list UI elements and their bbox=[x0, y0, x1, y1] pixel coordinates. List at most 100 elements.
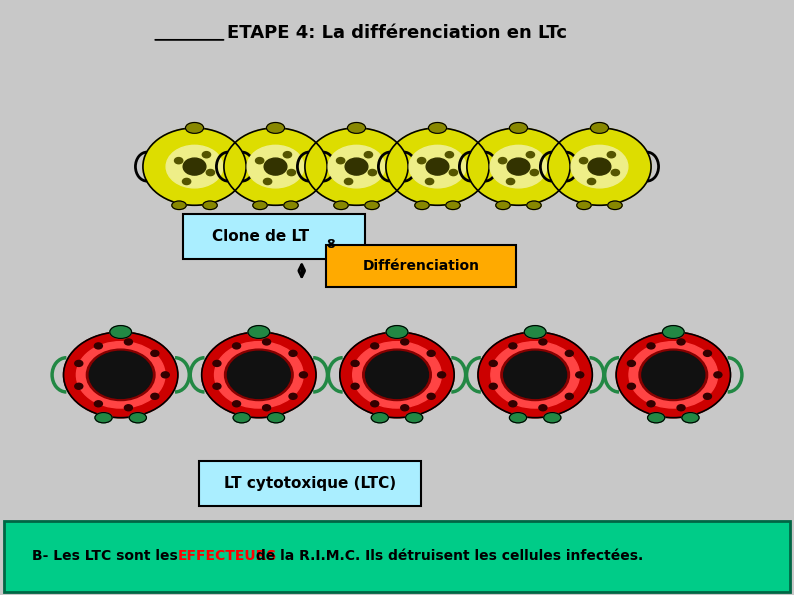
Circle shape bbox=[576, 372, 584, 378]
Ellipse shape bbox=[110, 325, 132, 339]
Circle shape bbox=[371, 343, 379, 349]
Ellipse shape bbox=[591, 123, 608, 133]
Text: EFFECTEURS: EFFECTEURS bbox=[178, 549, 277, 563]
Circle shape bbox=[183, 178, 191, 184]
Circle shape bbox=[648, 356, 699, 394]
Circle shape bbox=[345, 178, 353, 184]
Ellipse shape bbox=[166, 145, 223, 188]
Ellipse shape bbox=[225, 349, 293, 400]
Circle shape bbox=[151, 393, 159, 399]
Circle shape bbox=[426, 158, 449, 175]
FancyBboxPatch shape bbox=[198, 461, 421, 506]
Circle shape bbox=[95, 356, 146, 394]
Circle shape bbox=[510, 356, 561, 394]
Ellipse shape bbox=[64, 332, 178, 418]
Circle shape bbox=[263, 339, 271, 345]
Circle shape bbox=[233, 343, 241, 349]
Ellipse shape bbox=[267, 123, 284, 133]
Circle shape bbox=[213, 361, 221, 367]
Circle shape bbox=[507, 158, 530, 175]
Ellipse shape bbox=[214, 342, 303, 408]
Circle shape bbox=[175, 158, 183, 164]
Ellipse shape bbox=[202, 201, 218, 209]
Ellipse shape bbox=[406, 412, 422, 423]
Circle shape bbox=[507, 178, 515, 184]
Ellipse shape bbox=[340, 332, 454, 418]
Circle shape bbox=[627, 361, 635, 367]
Circle shape bbox=[94, 343, 102, 349]
Ellipse shape bbox=[524, 325, 546, 339]
Circle shape bbox=[125, 405, 133, 411]
Ellipse shape bbox=[224, 128, 327, 205]
Ellipse shape bbox=[283, 201, 299, 209]
Ellipse shape bbox=[478, 332, 592, 418]
Circle shape bbox=[449, 170, 457, 176]
Circle shape bbox=[183, 158, 206, 175]
Circle shape bbox=[499, 158, 507, 164]
Circle shape bbox=[588, 158, 611, 175]
Text: 8: 8 bbox=[326, 238, 335, 251]
Circle shape bbox=[489, 383, 497, 389]
Circle shape bbox=[588, 178, 596, 184]
Text: B- Les LTC sont les: B- Les LTC sont les bbox=[32, 549, 183, 563]
Ellipse shape bbox=[648, 412, 665, 423]
FancyBboxPatch shape bbox=[4, 521, 790, 592]
Circle shape bbox=[289, 393, 297, 399]
Circle shape bbox=[161, 372, 169, 378]
Ellipse shape bbox=[526, 201, 542, 209]
Circle shape bbox=[233, 401, 241, 407]
Circle shape bbox=[611, 170, 619, 176]
Circle shape bbox=[714, 372, 722, 378]
Ellipse shape bbox=[268, 412, 284, 423]
Circle shape bbox=[233, 356, 284, 394]
Ellipse shape bbox=[548, 128, 651, 205]
Circle shape bbox=[283, 152, 291, 158]
Text: Différenciation: Différenciation bbox=[362, 259, 480, 273]
Circle shape bbox=[509, 343, 517, 349]
Circle shape bbox=[427, 350, 435, 356]
Circle shape bbox=[94, 401, 102, 407]
Ellipse shape bbox=[328, 145, 385, 188]
Circle shape bbox=[509, 401, 517, 407]
Text: de la R.I.M.C. Ils détruisent les cellules infectées.: de la R.I.M.C. Ils détruisent les cellul… bbox=[251, 549, 643, 563]
Ellipse shape bbox=[172, 201, 187, 209]
Ellipse shape bbox=[202, 332, 316, 418]
FancyBboxPatch shape bbox=[183, 214, 365, 259]
Circle shape bbox=[89, 351, 152, 399]
Circle shape bbox=[264, 178, 272, 184]
Circle shape bbox=[503, 351, 567, 399]
Circle shape bbox=[401, 405, 409, 411]
Ellipse shape bbox=[364, 201, 380, 209]
Ellipse shape bbox=[353, 342, 441, 408]
Circle shape bbox=[647, 401, 655, 407]
Ellipse shape bbox=[501, 349, 569, 400]
Circle shape bbox=[364, 152, 372, 158]
Circle shape bbox=[427, 393, 435, 399]
Circle shape bbox=[125, 339, 133, 345]
Circle shape bbox=[526, 152, 534, 158]
Circle shape bbox=[703, 350, 711, 356]
Ellipse shape bbox=[429, 123, 446, 133]
Ellipse shape bbox=[639, 349, 707, 400]
Ellipse shape bbox=[372, 412, 388, 423]
Circle shape bbox=[677, 405, 685, 411]
Circle shape bbox=[627, 383, 635, 389]
Ellipse shape bbox=[544, 412, 561, 423]
Circle shape bbox=[530, 170, 538, 176]
Ellipse shape bbox=[129, 412, 146, 423]
Ellipse shape bbox=[491, 342, 580, 408]
Circle shape bbox=[647, 343, 655, 349]
Ellipse shape bbox=[616, 332, 730, 418]
Ellipse shape bbox=[662, 325, 684, 339]
Ellipse shape bbox=[95, 412, 112, 423]
Circle shape bbox=[75, 383, 83, 389]
Circle shape bbox=[371, 401, 379, 407]
FancyBboxPatch shape bbox=[326, 245, 516, 287]
Ellipse shape bbox=[409, 145, 466, 188]
Circle shape bbox=[264, 158, 287, 175]
Ellipse shape bbox=[510, 123, 527, 133]
Ellipse shape bbox=[682, 412, 699, 423]
Circle shape bbox=[227, 351, 291, 399]
Circle shape bbox=[289, 350, 297, 356]
Circle shape bbox=[263, 405, 271, 411]
